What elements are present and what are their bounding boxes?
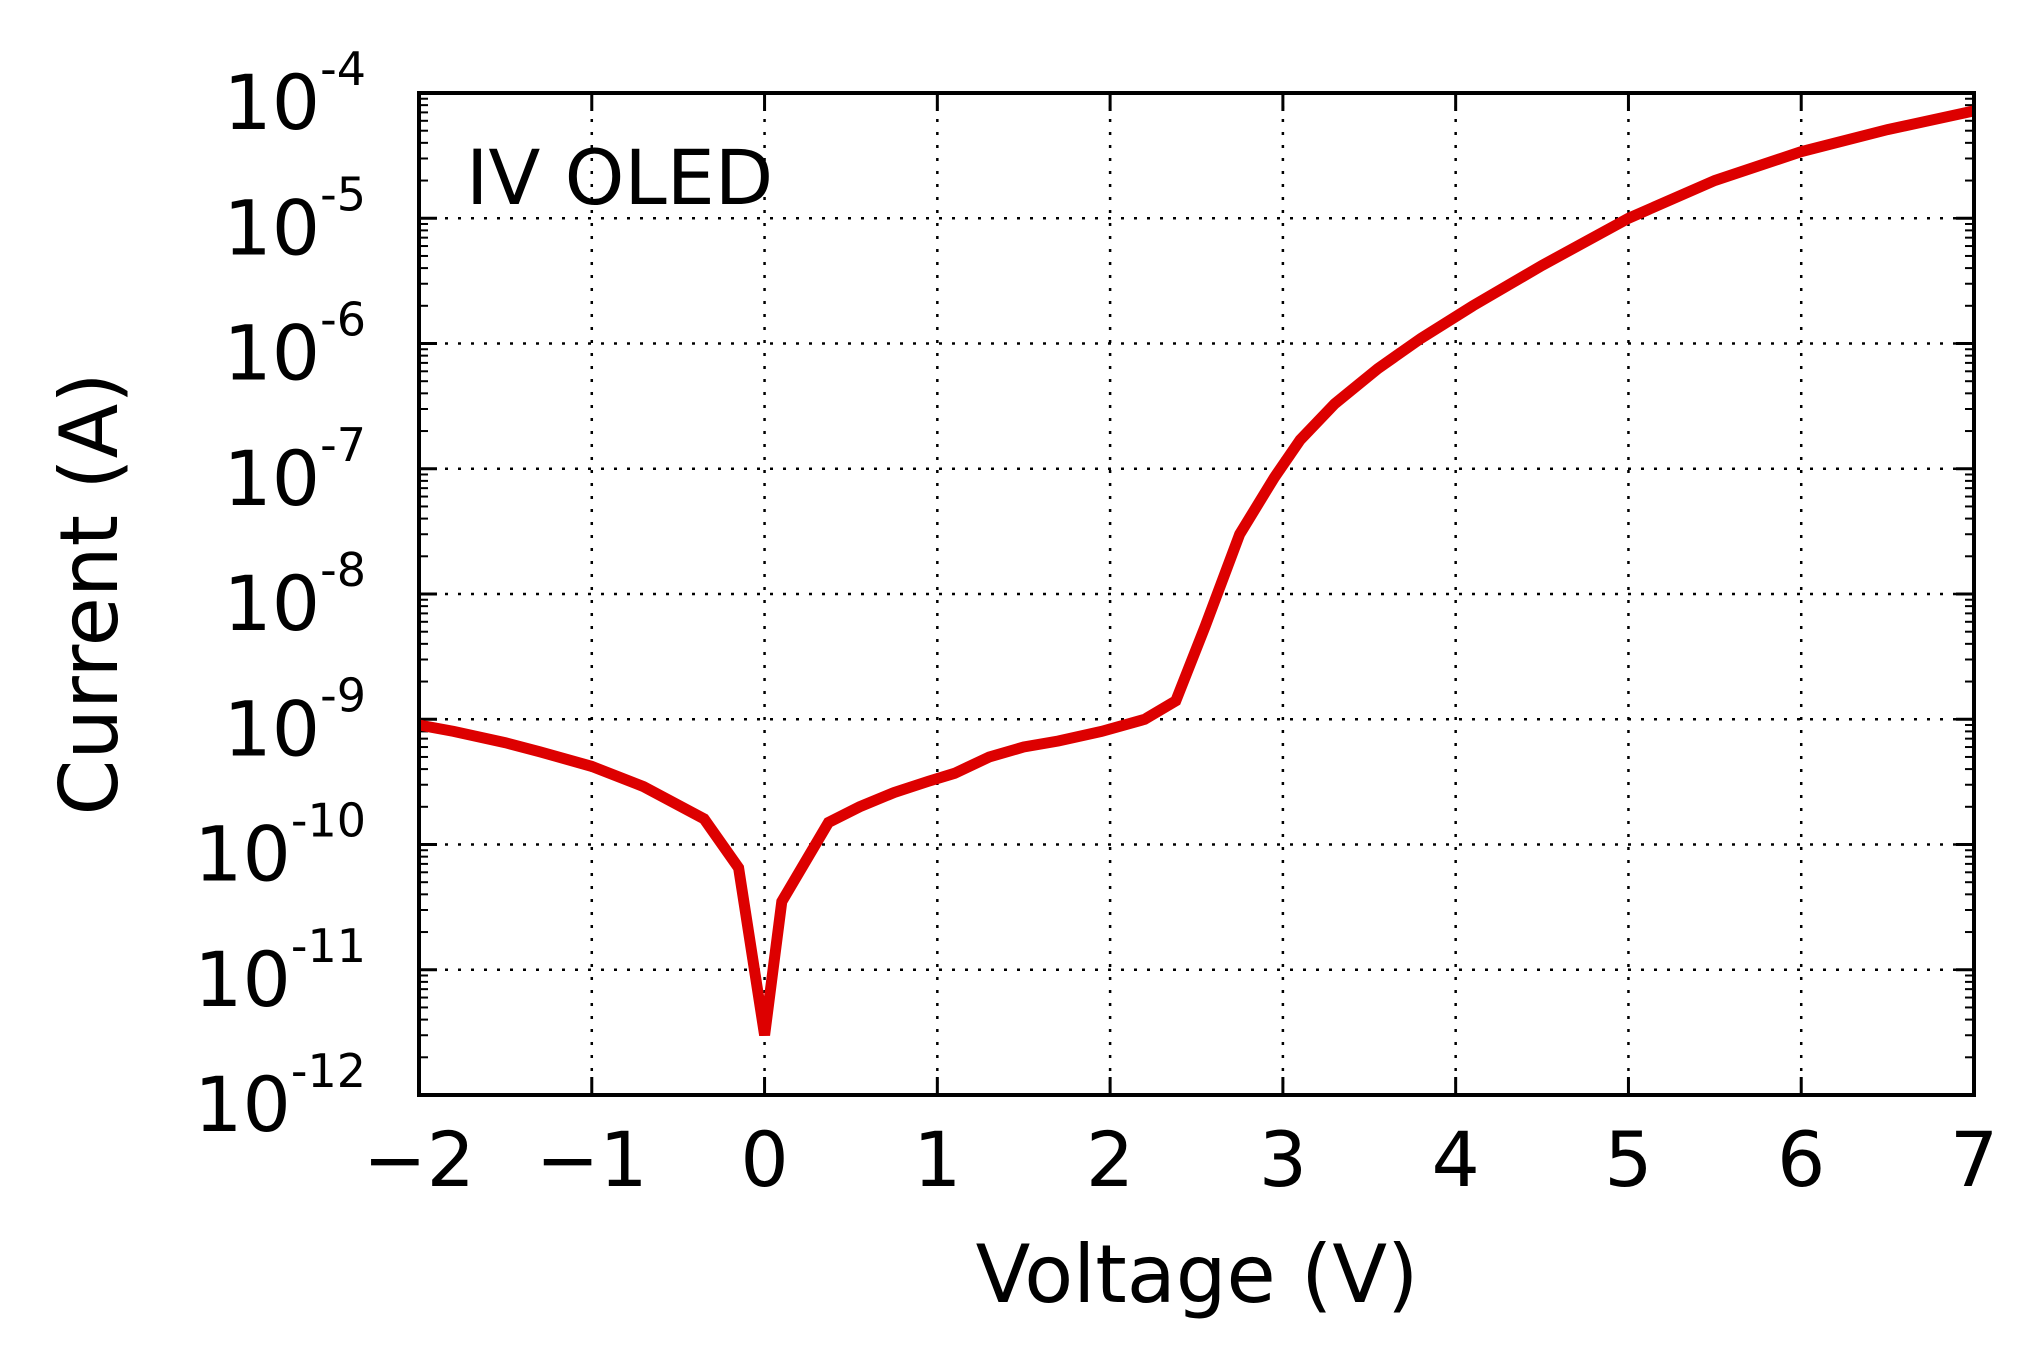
x-tick-label: 2 bbox=[1086, 1115, 1134, 1204]
y-tick-exponent: -8 bbox=[320, 543, 366, 597]
x-tick-label: −2 bbox=[363, 1115, 475, 1204]
x-tick-label: 7 bbox=[1950, 1115, 1998, 1204]
x-tick-label: −1 bbox=[536, 1115, 648, 1204]
series-line-1 bbox=[417, 105, 1976, 1037]
y-tick-exponent: -10 bbox=[291, 794, 366, 848]
tick-layer bbox=[417, 91, 1976, 1097]
x-tick-label: 1 bbox=[913, 1115, 961, 1204]
grid-layer bbox=[419, 93, 1974, 1095]
x-tick-labels: −2 −1 0 1 2 3 4 5 6 7 bbox=[363, 1115, 1998, 1204]
y-tick-exponent: -11 bbox=[291, 919, 366, 973]
y-tick-exponent: -6 bbox=[320, 293, 366, 347]
y-tick-label: 10-8 bbox=[223, 543, 366, 648]
y-tick-exponent: -5 bbox=[320, 167, 366, 221]
y-axis-label: Current (A) bbox=[43, 372, 136, 815]
y-tick-label: 10-6 bbox=[223, 293, 366, 398]
y-tick-label: 10-9 bbox=[223, 668, 366, 773]
y-tick-labels: 10-4 10-5 10-6 10-7 10-8 10-9 10-10 10-11 10-12 bbox=[194, 42, 366, 1149]
y-tick-exponent: -12 bbox=[291, 1044, 366, 1098]
y-tick-exponent: -9 bbox=[320, 668, 366, 722]
y-tick-label: 10-4 bbox=[223, 42, 366, 147]
y-tick-label: 10-5 bbox=[223, 167, 366, 272]
y-tick-exponent: -7 bbox=[320, 418, 366, 472]
x-axis-label: Voltage (V) bbox=[976, 1228, 1419, 1321]
x-tick-label: 3 bbox=[1259, 1115, 1307, 1204]
x-tick-label: 6 bbox=[1777, 1115, 1825, 1204]
plot-frame bbox=[417, 91, 1976, 1097]
y-tick-label: 10-7 bbox=[223, 418, 366, 523]
series-layer bbox=[417, 105, 1976, 1037]
chart-annotation: IV OLED bbox=[466, 133, 773, 222]
x-tick-label: 4 bbox=[1431, 1115, 1479, 1204]
y-tick-label: 10-11 bbox=[194, 919, 366, 1024]
y-tick-exponent: -4 bbox=[320, 42, 366, 96]
x-tick-label: 5 bbox=[1604, 1115, 1652, 1204]
y-tick-label: 10-10 bbox=[194, 794, 366, 899]
x-tick-label: 0 bbox=[740, 1115, 788, 1204]
y-tick-label: 10-12 bbox=[194, 1044, 366, 1149]
